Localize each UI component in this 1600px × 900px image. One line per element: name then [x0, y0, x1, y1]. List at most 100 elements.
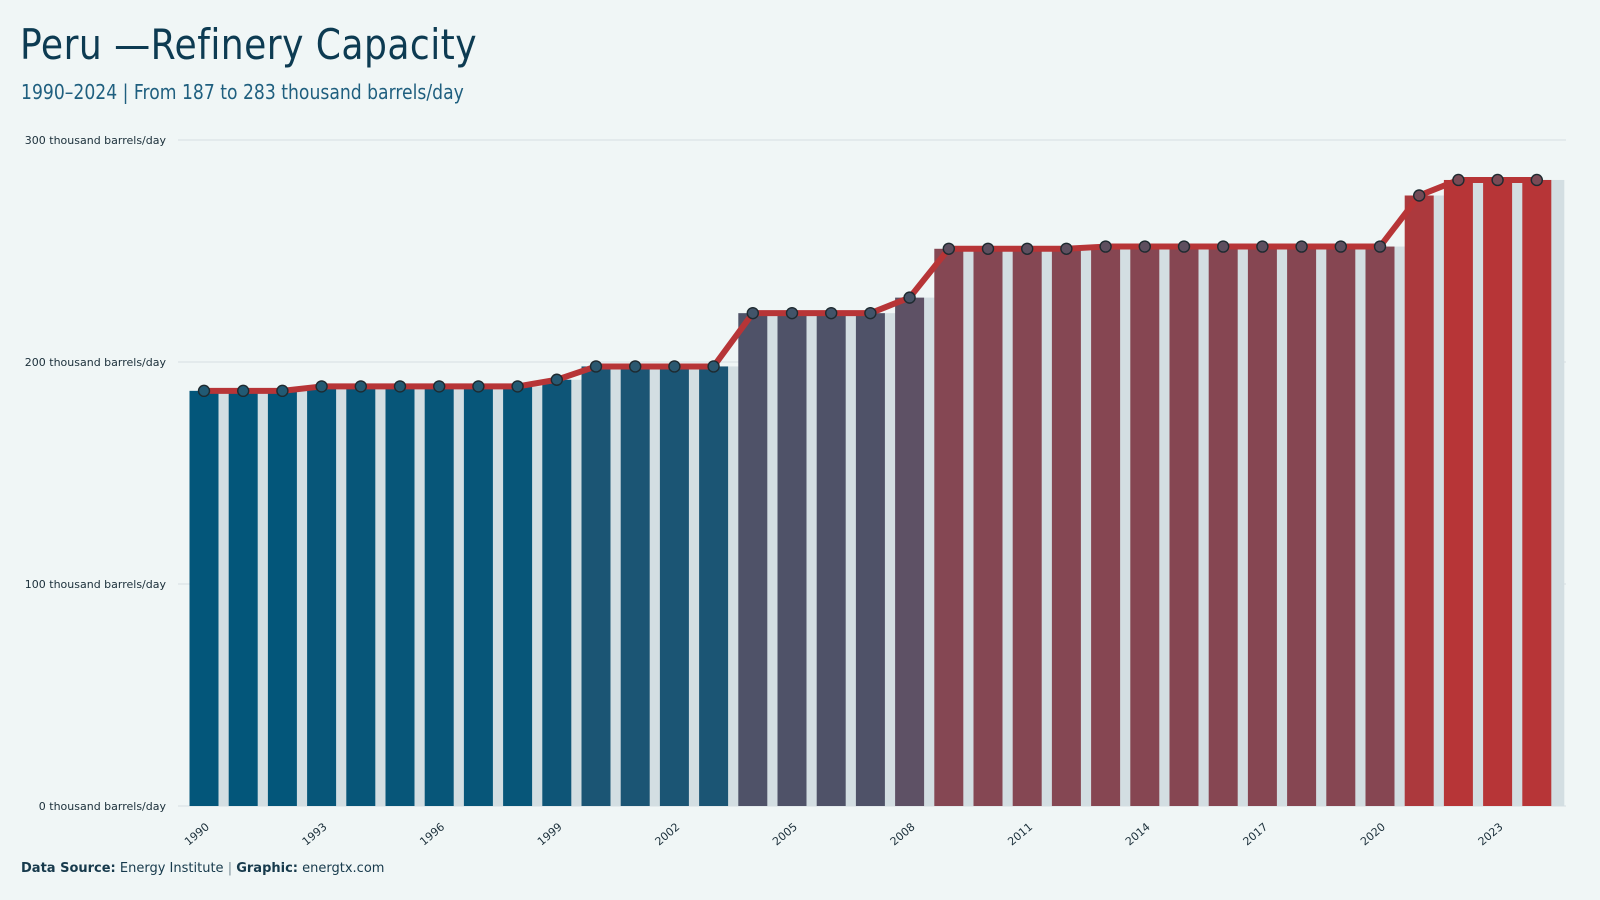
- data-point: [1177, 240, 1191, 253]
- bar: [934, 248, 964, 806]
- x-tick-label: 2014: [1123, 820, 1153, 848]
- y-tick-label: 100 thousand barrels/day: [25, 578, 167, 591]
- data-point: [1099, 240, 1112, 253]
- bar: [1365, 246, 1395, 806]
- bar: [1483, 179, 1513, 806]
- bar: [346, 386, 376, 806]
- bar: [1130, 246, 1160, 806]
- data-point: [707, 360, 720, 373]
- bar: [855, 313, 885, 806]
- data-point: [1138, 240, 1152, 253]
- y-axis-ticks: 0 thousand barrels/day 100 thousand barre…: [25, 134, 167, 813]
- bar: [581, 366, 611, 806]
- bar: [424, 386, 454, 806]
- bar: [1287, 246, 1317, 806]
- x-tick-label: 2023: [1476, 820, 1506, 848]
- x-tick-label: 1990: [182, 820, 212, 848]
- data-point: [1412, 189, 1426, 202]
- data-point: [903, 291, 916, 304]
- bar: [1012, 248, 1042, 806]
- bars: [189, 179, 1565, 806]
- bar: [620, 366, 650, 806]
- chart-subtitle: 1990–2024 | From 187 to 283 thousand bar…: [21, 80, 464, 104]
- footer: Data Source: Energy Institute | Graphic:…: [21, 861, 384, 876]
- y-tick-label: 200 thousand barrels/day: [25, 356, 167, 369]
- data-point: [1060, 242, 1073, 255]
- bar: [738, 313, 768, 806]
- footer-separator: |: [227, 861, 233, 876]
- data-point: [1256, 240, 1269, 253]
- data-point: [1491, 173, 1504, 187]
- data-point: [746, 306, 759, 320]
- x-tick-label: 2017: [1241, 820, 1271, 848]
- data-point: [511, 380, 524, 393]
- bar: [542, 379, 572, 806]
- bar: [1247, 246, 1277, 806]
- data-point: [1452, 173, 1465, 187]
- x-tick-label: 1996: [417, 820, 447, 848]
- x-tick-label: 2002: [653, 820, 683, 848]
- source-value: Energy Institute: [119, 861, 224, 876]
- graphic-value: energtx.com: [302, 861, 385, 876]
- data-point: [589, 360, 603, 373]
- y-tick-label: 0 thousand barrels/day: [39, 800, 167, 813]
- markers: [197, 173, 1544, 398]
- bar: [228, 390, 258, 806]
- x-tick-label: 1993: [300, 820, 330, 848]
- bar: [1051, 248, 1081, 806]
- x-tick-label: 2011: [1005, 820, 1035, 848]
- x-tick-label: 2020: [1358, 820, 1388, 848]
- data-point: [1530, 173, 1544, 187]
- data-point: [276, 384, 289, 398]
- x-tick-label: 1999: [535, 820, 565, 848]
- data-point: [393, 380, 407, 393]
- bar: [816, 313, 846, 806]
- bar: [1208, 246, 1238, 806]
- bar: [973, 248, 1003, 806]
- data-point: [629, 360, 642, 373]
- data-point: [864, 306, 877, 320]
- data-point: [1373, 240, 1387, 253]
- bar: [267, 390, 297, 806]
- y-tick-label: 300 thousand barrels/day: [25, 134, 167, 147]
- bar: [1522, 179, 1552, 806]
- bar: [463, 386, 493, 806]
- data-point: [785, 306, 799, 320]
- source-label: Data Source:: [21, 861, 116, 876]
- data-point: [825, 306, 838, 320]
- bar: [1404, 195, 1434, 806]
- data-point: [236, 384, 250, 398]
- chart-title: Peru —Refinery Capacity: [20, 20, 478, 69]
- x-axis-ticks: 1990 1993 1996 1999 2002 2005 2008 2011 2014 2017…: [182, 820, 1505, 848]
- bar: [895, 297, 925, 806]
- data-point: [433, 380, 446, 393]
- x-tick-label: 2005: [770, 820, 800, 848]
- bar: [1169, 246, 1199, 806]
- bar: [1326, 246, 1356, 806]
- bar: [699, 366, 729, 806]
- data-point: [1334, 240, 1348, 253]
- data-point: [550, 373, 563, 386]
- data-point: [981, 242, 995, 255]
- data-point: [315, 380, 328, 393]
- bar: [385, 386, 415, 806]
- data-point: [1020, 242, 1034, 255]
- data-point: [1216, 240, 1230, 253]
- graphic-label: Graphic:: [236, 861, 298, 876]
- x-tick-label: 2008: [888, 820, 918, 848]
- data-point: [472, 380, 485, 393]
- bar: [777, 313, 807, 806]
- data-point: [668, 360, 681, 373]
- bar: [189, 390, 219, 806]
- data-point: [197, 384, 211, 398]
- data-point: [354, 380, 367, 393]
- bar: [1443, 179, 1473, 806]
- bar: [659, 366, 689, 806]
- bar: [1091, 246, 1121, 806]
- bar: [307, 386, 337, 806]
- data-point: [942, 242, 955, 255]
- bar: [503, 386, 533, 806]
- data-point: [1295, 240, 1308, 253]
